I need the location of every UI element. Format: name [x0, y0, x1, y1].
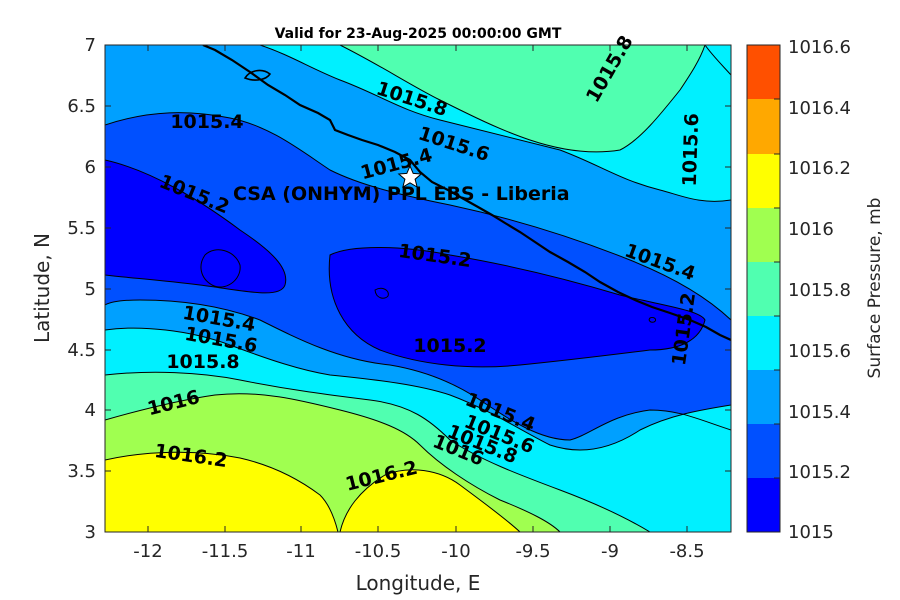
x-tick-label: -9.5 [515, 541, 550, 562]
band-1015.0-west-fill [105, 160, 286, 293]
contour-label: 1015.8 [166, 351, 239, 373]
colorbar-swatch [747, 478, 780, 532]
coastline [202, 45, 731, 342]
contour-label: 1015.4 [170, 111, 243, 133]
contour-line [105, 327, 731, 451]
contour-line [105, 451, 339, 532]
colorbar-tick-label: 1015.2 [788, 462, 851, 483]
colorbar-tick-label: 1015.4 [788, 402, 851, 423]
x-tick-label: -12 [133, 541, 162, 562]
colorbar-tick-label: 1016.4 [788, 98, 851, 119]
contour-line [328, 247, 706, 368]
colorbar-swatch [747, 424, 780, 478]
contour-line [259, 45, 731, 202]
contour-line [704, 45, 731, 76]
colorbar-swatch [747, 316, 780, 370]
y-tick-label: 3 [85, 522, 96, 543]
x-tick-label: -9 [601, 541, 619, 562]
contour-lines [105, 45, 731, 532]
contour-line [648, 317, 657, 323]
x-tick-label: -11 [286, 541, 315, 562]
contour-line [374, 287, 389, 299]
contour-line [105, 371, 651, 532]
x-axis-label: Longitude, E [356, 571, 481, 595]
band-1015.0-central-fill [329, 247, 705, 367]
contour-line [105, 159, 287, 294]
contour-fills [105, 45, 731, 532]
colorbar: 1015 1015.2 1015.4 1015.6 1015.8 1016 10… [746, 37, 885, 543]
contour-line [339, 45, 706, 153]
colorbar-tick-label: 1015.6 [788, 341, 851, 362]
colorbar-tick-label: 1015 [788, 522, 834, 543]
band-1016.2-central-fill [340, 469, 520, 532]
y-tick-label: 7 [85, 35, 96, 56]
contour-label: 1015.2 [413, 335, 486, 357]
y-tick-label: 4.5 [67, 340, 96, 361]
band-1016.2-west-fill [105, 452, 338, 532]
contour-line [339, 469, 521, 532]
colorbar-swatch [747, 99, 780, 154]
colorbar-label: Surface Pressure, mb [865, 198, 885, 379]
y-axis-label: Latitude, N [30, 233, 54, 343]
y-tick-label: 6 [85, 157, 96, 178]
y-tick-label: 5.5 [67, 218, 96, 239]
map-title: Valid for 23-Aug-2025 00:00:00 GMT [275, 26, 562, 42]
contour-line [105, 299, 731, 441]
y-axis: 3 3.5 4 4.5 5 5.5 6 6.5 7 Latitude, N [30, 35, 731, 543]
contour-line [105, 393, 561, 532]
colorbar-tick-label: 1016 [788, 219, 834, 240]
colorbar-tick-label: 1016.6 [788, 37, 851, 58]
contour-line [200, 249, 241, 288]
colorbar-swatch [747, 45, 780, 99]
band-1015.8-top-fill [340, 45, 705, 152]
island-outline [243, 69, 272, 81]
colorbar-tick-label: 1016.2 [788, 158, 851, 179]
x-tick-label: -8.5 [669, 541, 704, 562]
colorbar-frame [746, 44, 781, 533]
coastline-path [202, 45, 731, 342]
location-annotation: CSA (ONHYM) PPL EBS - Liberia [233, 183, 570, 205]
colorbar-tick-label: 1015.8 [788, 280, 851, 301]
x-axis: -12 -11.5 -11 -10.5 -10 -9.5 -9 -8.5 Lon… [133, 45, 705, 595]
colorbar-swatch [747, 208, 780, 262]
colorbar-swatch [747, 262, 780, 316]
x-tick-label: -11.5 [202, 541, 249, 562]
contour-label: 1015.6 [679, 113, 704, 187]
x-tick-label: -10 [441, 541, 470, 562]
y-tick-label: 3.5 [67, 461, 96, 482]
y-tick-label: 6.5 [67, 96, 96, 117]
x-tick-label: -10.5 [355, 541, 402, 562]
colorbar-swatch [747, 370, 780, 424]
contour-line [105, 112, 731, 321]
colorbar-swatch [747, 154, 780, 208]
star-icon [397, 164, 423, 189]
y-tick-label: 5 [85, 279, 96, 300]
y-tick-label: 4 [85, 400, 96, 421]
